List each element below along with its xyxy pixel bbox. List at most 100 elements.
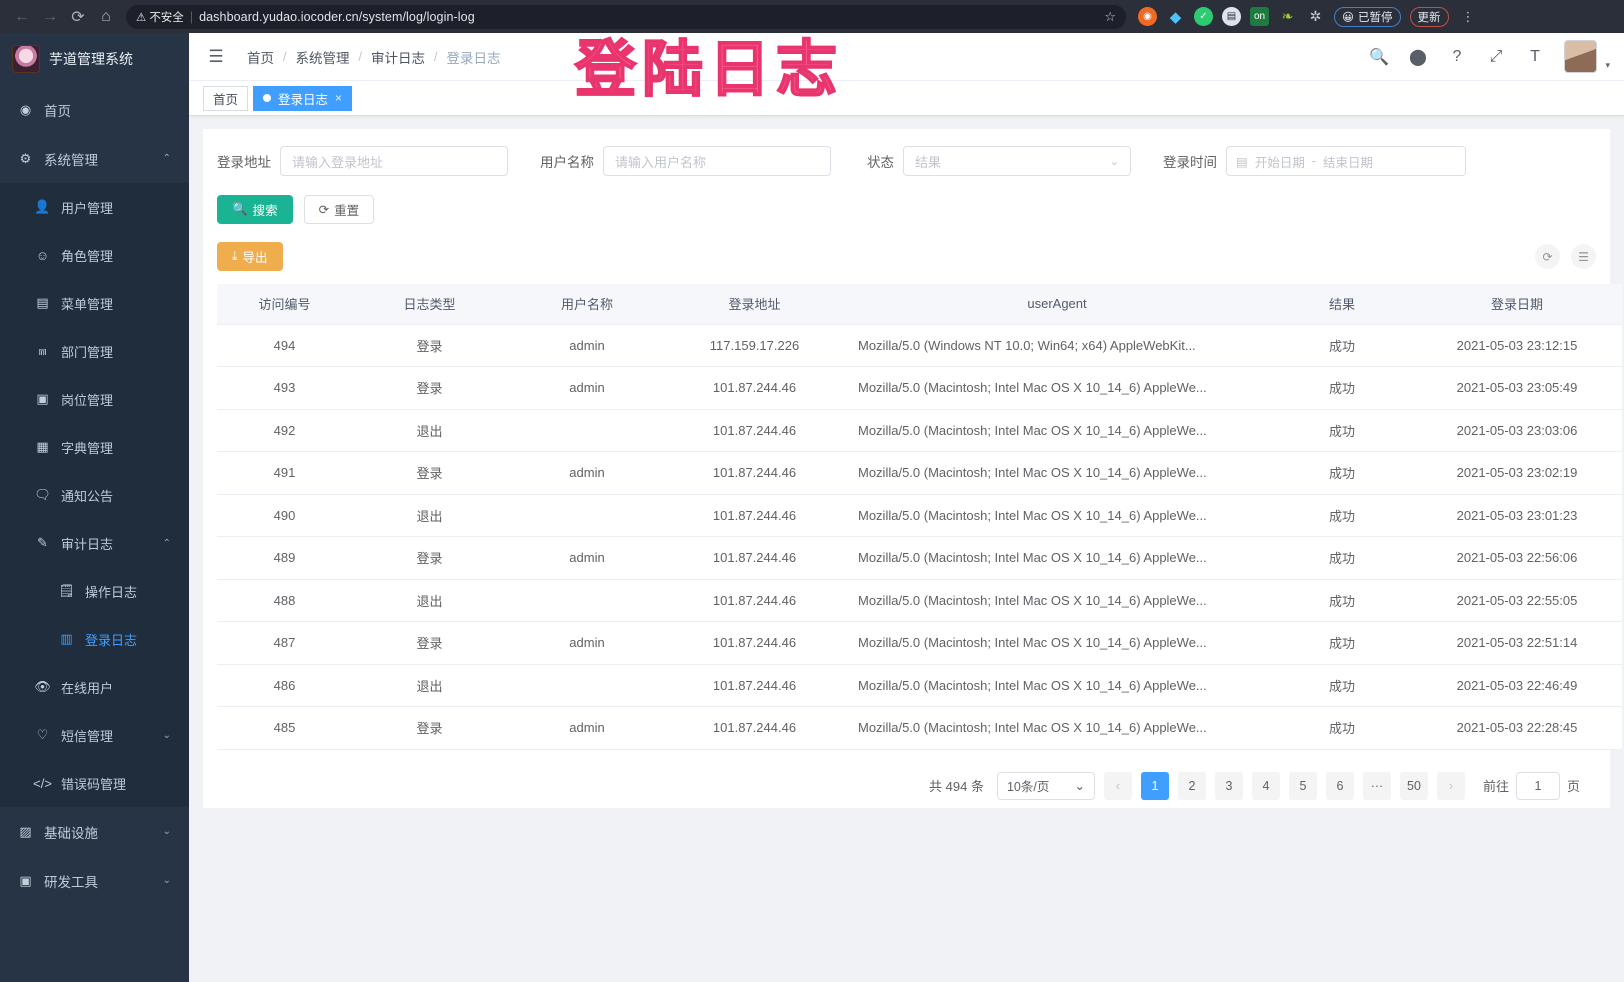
breadcrumb-item-audit[interactable]: 审计日志 (370, 50, 425, 66)
col-user-agent[interactable]: userAgent (842, 284, 1272, 325)
page-size-select[interactable]: 10条/页 ⌄ (996, 771, 1095, 800)
table-row[interactable]: 489 登录 admin 101.87.244.46 Mozilla/5.0 (Maci… (217, 536, 1622, 580)
table-row[interactable]: 488 退出 101.87.244.46 Mozilla/5.0 (Macintosh… (217, 579, 1622, 622)
extension-green-check-icon[interactable]: ✓ (1194, 7, 1213, 26)
github-icon[interactable]: ⬤ (1409, 48, 1427, 66)
search-icon[interactable]: 🔍 (1369, 48, 1389, 66)
reset-button[interactable]: ⟳ 重置 (303, 195, 375, 224)
extension-blue-dot-icon[interactable]: ▤ (1222, 7, 1241, 26)
cell-access-id: 494 (217, 324, 352, 367)
extension-on-icon[interactable]: on (1250, 7, 1269, 26)
update-pill[interactable]: 更新 (1409, 6, 1449, 27)
back-icon[interactable]: ← (14, 7, 30, 25)
sidebar-item-errorcode-mgmt[interactable]: </> 错误码管理 (0, 759, 189, 807)
table-row[interactable]: 494 登录 admin 117.159.17.226 Mozilla/5.0 (Win… (217, 324, 1622, 367)
pagination: 共 494 条 10条/页 ⌄ ‹ 1 2 3 4 5 6 ··· 50 › 前往 1 页 (217, 749, 1596, 800)
sidebar-item-devtool[interactable]: ▣ 研发工具 ⌄ (0, 856, 189, 905)
font-size-icon[interactable]: T (1530, 47, 1540, 65)
next-page-button[interactable]: › (1436, 771, 1465, 800)
page-number-50[interactable]: 50 (1399, 771, 1428, 800)
bookmark-star-icon[interactable]: ☆ (1104, 8, 1116, 24)
help-icon[interactable]: ? (1452, 47, 1462, 65)
breadcrumb-item-system[interactable]: 系统管理 (295, 50, 350, 66)
not-secure-label: 不安全 (149, 11, 184, 24)
search-button[interactable]: 🔍 搜索 (217, 195, 293, 224)
paused-pill[interactable]: 😀 已暂停 (1334, 6, 1401, 27)
refresh-icon[interactable]: ⟳ (1535, 244, 1560, 269)
extension-leaf-icon[interactable]: ❧ (1281, 8, 1294, 24)
cell-log-type: 登录 (352, 324, 507, 367)
breadcrumb-item-home[interactable]: 首页 (247, 50, 274, 66)
sidebar-item-role-mgmt[interactable]: ☺ 角色管理 (0, 231, 189, 279)
sidebar-submenu-audit: 🗒 操作日志 ▥ 登录日志 (0, 567, 189, 663)
tab-login-log[interactable]: 登录日志 × (253, 85, 353, 111)
not-secure-badge[interactable]: ⚠ 不安全 (136, 9, 184, 25)
sidebar-item-notice[interactable]: 🗨 通知公告 (0, 471, 189, 519)
breadcrumb-separator: / (283, 49, 287, 64)
jump-page-input[interactable]: 1 (1515, 771, 1560, 800)
sidebar-item-sms-mgmt[interactable]: ♡ 短信管理 ⌄ (0, 711, 189, 759)
table-row[interactable]: 492 退出 101.87.244.46 Mozilla/5.0 (Macintosh… (217, 409, 1622, 452)
col-access-id[interactable]: 访问编号 (217, 284, 352, 325)
export-button[interactable]: ⤓ 导出 (217, 242, 283, 271)
hamburger-icon[interactable]: ☰ (208, 46, 224, 66)
close-icon[interactable]: × (335, 91, 343, 105)
table-row[interactable]: 490 退出 101.87.244.46 Mozilla/5.0 (Macintosh… (217, 494, 1622, 537)
page-number-3[interactable]: 3 (1214, 771, 1243, 800)
page-number-4[interactable]: 4 (1251, 771, 1280, 800)
table-row[interactable]: 485 登录 admin 101.87.244.46 Mozilla/5.0 (Maci… (217, 706, 1622, 750)
sidebar-item-login-log[interactable]: ▥ 登录日志 (0, 615, 189, 663)
paused-label: 已暂停 (1358, 11, 1393, 24)
col-result[interactable]: 结果 (1272, 284, 1412, 325)
url-text: dashboard.yudao.iocoder.cn/system/log/lo… (199, 9, 475, 24)
brand-title: 芋道管理系统 (49, 51, 133, 67)
sidebar-item-infra[interactable]: ▨ 基础设施 ⌄ (0, 807, 189, 856)
extension-diamond-icon[interactable]: ◆ (1169, 8, 1182, 26)
user-name-input[interactable]: 请输入用户名称 (603, 146, 831, 176)
extension-orange-icon[interactable]: ◉ (1138, 7, 1157, 26)
columns-icon[interactable]: ☰ (1571, 244, 1596, 269)
prev-page-button[interactable]: ‹ (1103, 771, 1132, 800)
table-row[interactable]: 487 登录 admin 101.87.244.46 Mozilla/5.0 (Maci… (217, 621, 1622, 665)
sidebar-item-dept-mgmt[interactable]: ⩎ 部门管理 (0, 327, 189, 375)
table-row[interactable]: 491 登录 admin 101.87.244.46 Mozilla/5.0 (Maci… (217, 451, 1622, 495)
sidebar-item-user-mgmt[interactable]: 👤 用户管理 (0, 183, 189, 231)
login-time-range-picker[interactable]: ▤ 开始日期 - 结束日期 (1226, 146, 1466, 176)
col-user-name[interactable]: 用户名称 (507, 284, 667, 325)
address-bar[interactable]: ⚠ 不安全 | dashboard.yudao.iocoder.cn/syste… (126, 4, 1126, 29)
sidebar-item-system[interactable]: ⚙ 系统管理 ⌃ (0, 134, 189, 183)
page-number-2[interactable]: 2 (1177, 771, 1206, 800)
avatar[interactable] (1564, 40, 1598, 73)
browser-menu-icon[interactable]: ⋮ (1461, 8, 1476, 24)
login-addr-input[interactable]: 请输入登录地址 (280, 146, 508, 176)
brand[interactable]: 芋道管理系统 (0, 33, 189, 85)
table-row[interactable]: 493 登录 admin 101.87.244.46 Mozilla/5.0 (Maci… (217, 366, 1622, 410)
cell-access-id: 492 (217, 409, 352, 452)
page-number-6[interactable]: 6 (1325, 771, 1354, 800)
sidebar-item-audit-log[interactable]: ✎ 审计日志 ⌃ (0, 519, 189, 567)
page-number-1[interactable]: 1 (1140, 771, 1169, 800)
sidebar-item-operation-log[interactable]: 🗒 操作日志 (0, 567, 189, 615)
sidebar-item-home[interactable]: ◉ 首页 (0, 85, 189, 134)
chevron-down-icon[interactable]: ▾ (1605, 60, 1610, 70)
col-login-date[interactable]: 登录日期 (1412, 284, 1622, 325)
extension-puzzle-icon[interactable]: ✲ (1309, 8, 1322, 24)
reload-icon[interactable]: ⟳ (71, 8, 85, 26)
tab-home[interactable]: 首页 (203, 85, 249, 111)
sidebar-item-online-user[interactable]: 👁 在线用户 (0, 663, 189, 711)
page-number-5[interactable]: 5 (1288, 771, 1317, 800)
sidebar-item-post-mgmt[interactable]: ▣ 岗位管理 (0, 375, 189, 423)
col-log-type[interactable]: 日志类型 (352, 284, 507, 325)
sidebar-item-dict-mgmt[interactable]: ▦ 字典管理 (0, 423, 189, 471)
col-login-addr[interactable]: 登录地址 (667, 284, 842, 325)
active-dot-icon (263, 94, 272, 102)
fullscreen-icon[interactable]: ⤢ (1489, 47, 1503, 65)
home-icon[interactable]: ⌂ (101, 7, 111, 25)
sidebar-item-label: 系统管理 (44, 152, 98, 168)
forward-icon[interactable]: → (42, 7, 58, 25)
page-number-···[interactable]: ··· (1362, 771, 1391, 800)
jump-suffix-label: 页 (1566, 779, 1580, 794)
status-select[interactable]: 结果 ⌄ (903, 146, 1131, 176)
table-row[interactable]: 486 退出 101.87.244.46 Mozilla/5.0 (Macintosh… (217, 664, 1622, 707)
sidebar-item-menu-mgmt[interactable]: ▤ 菜单管理 (0, 279, 189, 327)
